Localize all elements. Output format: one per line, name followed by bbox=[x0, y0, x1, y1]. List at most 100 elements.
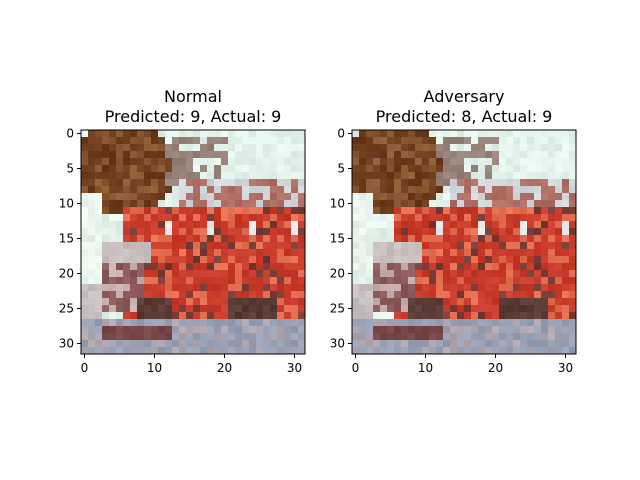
image-pixel bbox=[291, 172, 299, 180]
image-pixel bbox=[151, 263, 159, 271]
image-pixel bbox=[137, 165, 145, 173]
image-pixel bbox=[270, 221, 278, 229]
image-pixel bbox=[555, 298, 563, 306]
image-pixel bbox=[298, 172, 305, 180]
image-pixel bbox=[569, 200, 576, 208]
image-pixel bbox=[359, 172, 367, 180]
image-pixel bbox=[165, 207, 173, 215]
image-pixel bbox=[527, 179, 535, 187]
image-pixel bbox=[284, 249, 292, 257]
image-pixel bbox=[562, 235, 570, 243]
image-pixel bbox=[235, 305, 243, 313]
image-pixel bbox=[193, 319, 201, 327]
image-pixel bbox=[415, 207, 423, 215]
image-pixel bbox=[193, 179, 201, 187]
image-pixel bbox=[478, 242, 486, 250]
image-pixel bbox=[137, 326, 145, 334]
image-pixel bbox=[366, 228, 374, 236]
image-pixel bbox=[450, 179, 458, 187]
image-pixel bbox=[249, 137, 257, 145]
image-pixel bbox=[186, 130, 194, 138]
image-pixel bbox=[464, 270, 472, 278]
image-pixel bbox=[172, 172, 180, 180]
image-pixel bbox=[387, 312, 395, 320]
image-pixel bbox=[123, 130, 131, 138]
image-pixel bbox=[270, 207, 278, 215]
image-pixel bbox=[541, 228, 549, 236]
image-pixel bbox=[179, 151, 187, 159]
image-pixel bbox=[562, 340, 570, 348]
image-pixel bbox=[137, 228, 145, 236]
image-pixel bbox=[527, 144, 535, 152]
image-pixel bbox=[527, 326, 535, 334]
image-pixel bbox=[366, 312, 374, 320]
image-pixel bbox=[179, 270, 187, 278]
image-pixel bbox=[436, 312, 444, 320]
image-pixel bbox=[492, 130, 500, 138]
image-pixel bbox=[207, 305, 215, 313]
image-pixel bbox=[450, 256, 458, 264]
image-pixel bbox=[228, 172, 236, 180]
image-pixel bbox=[88, 172, 96, 180]
image-pixel bbox=[457, 207, 465, 215]
image-pixel bbox=[520, 242, 528, 250]
image-pixel bbox=[366, 179, 374, 187]
image-pixel bbox=[81, 193, 89, 201]
image-pixel bbox=[443, 340, 451, 348]
image-pixel bbox=[408, 221, 416, 229]
image-pixel bbox=[263, 319, 271, 327]
image-pixel bbox=[291, 242, 299, 250]
image-pixel bbox=[408, 193, 416, 201]
image-pixel bbox=[102, 130, 110, 138]
image-pixel bbox=[394, 158, 402, 166]
image-pixel bbox=[541, 186, 549, 194]
image-pixel bbox=[380, 193, 388, 201]
image-pixel bbox=[137, 333, 145, 341]
image-pixel bbox=[352, 151, 360, 159]
image-pixel bbox=[228, 235, 236, 243]
image-pixel bbox=[443, 144, 451, 152]
image-pixel bbox=[137, 305, 145, 313]
image-pixel bbox=[165, 144, 173, 152]
y-tick-label: 15 bbox=[59, 232, 74, 246]
image-pixel bbox=[534, 165, 542, 173]
image-pixel bbox=[513, 249, 521, 257]
image-pixel bbox=[186, 270, 194, 278]
image-pixel bbox=[555, 221, 563, 229]
image-pixel bbox=[123, 333, 131, 341]
image-pixel bbox=[541, 312, 549, 320]
image-pixel bbox=[457, 333, 465, 341]
image-pixel bbox=[88, 144, 96, 152]
image-pixel bbox=[88, 326, 96, 334]
image-pixel bbox=[548, 284, 556, 292]
image-pixel bbox=[172, 256, 180, 264]
image-pixel bbox=[284, 207, 292, 215]
image-pixel bbox=[137, 179, 145, 187]
image-pixel bbox=[457, 277, 465, 285]
image-pixel bbox=[541, 144, 549, 152]
image-pixel bbox=[478, 277, 486, 285]
image-pixel bbox=[422, 200, 430, 208]
image-pixel bbox=[562, 151, 570, 159]
image-pixel bbox=[506, 333, 514, 341]
image-pixel bbox=[102, 186, 110, 194]
image-pixel bbox=[366, 333, 374, 341]
image-pixel bbox=[256, 347, 264, 354]
image-pixel bbox=[471, 151, 479, 159]
image-pixel bbox=[366, 207, 374, 215]
image-pixel bbox=[443, 242, 451, 250]
image-pixel bbox=[555, 151, 563, 159]
image-pixel bbox=[373, 242, 381, 250]
image-pixel bbox=[569, 340, 576, 348]
image-pixel bbox=[158, 235, 166, 243]
image-pixel bbox=[471, 144, 479, 152]
image-pixel bbox=[429, 186, 437, 194]
image-pixel bbox=[81, 326, 89, 334]
image-pixel bbox=[464, 200, 472, 208]
image-pixel bbox=[555, 144, 563, 152]
image-pixel bbox=[478, 319, 486, 327]
image-pixel bbox=[179, 186, 187, 194]
image-pixel bbox=[102, 242, 110, 250]
image-pixel bbox=[130, 130, 138, 138]
